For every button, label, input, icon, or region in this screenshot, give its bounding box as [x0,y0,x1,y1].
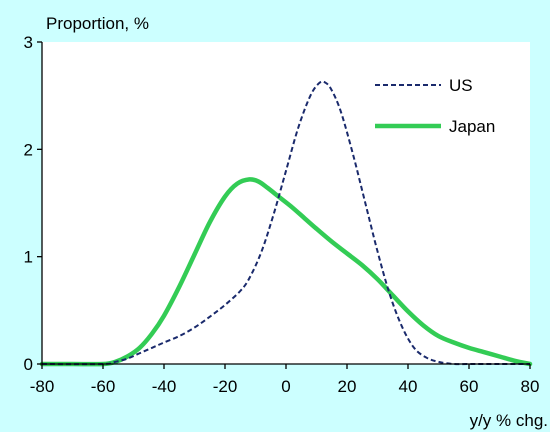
x-tick-label: 20 [338,377,357,396]
x-tick-label: -60 [91,377,116,396]
x-tick-label: 40 [399,377,418,396]
y-tick-label: 0 [24,355,33,374]
x-tick-label: 60 [460,377,479,396]
tick-label-layer: -80 -60 -40 -20 0 20 40 60 80 0 1 2 3 [24,33,540,396]
x-axis-title: y/y % chg. [470,411,548,430]
y-axis-title: Proportion, % [46,14,149,33]
x-tick-label: -20 [213,377,238,396]
legend-label-japan: Japan [449,117,495,136]
axis-layer [37,41,531,369]
series-layer [39,80,533,367]
y-tick-label: 1 [24,248,33,267]
x-tick-label: -40 [152,377,177,396]
y-tick-label: 2 [24,140,33,159]
x-tick-label: 0 [281,377,290,396]
x-tick-label: 80 [521,377,540,396]
x-tick-label: -80 [30,377,55,396]
y-tick-label: 3 [24,33,33,52]
legend-label-us: US [449,76,473,95]
series-line-japan [39,177,533,367]
series-line-us [41,80,531,366]
legend: US Japan [375,76,495,136]
